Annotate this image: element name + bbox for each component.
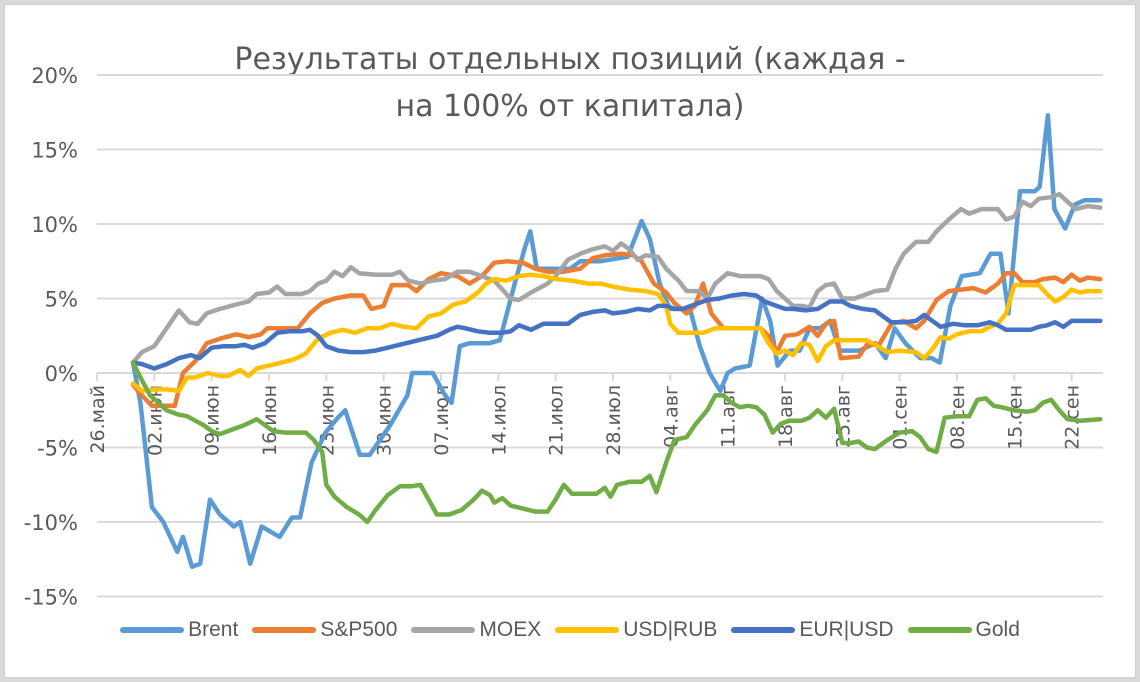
legend-label-moex: MOEX: [479, 618, 542, 641]
legend-swatch-sp500: [252, 627, 317, 633]
x-tick-label: 21.июл: [546, 385, 568, 456]
series-line-gold: [130, 360, 1103, 525]
x-tick-label: 14.июл: [488, 385, 510, 456]
y-tick-label: 0%: [45, 362, 78, 386]
x-tick-label: 07.июл: [431, 385, 453, 456]
legend-swatch-gold: [907, 627, 972, 633]
legend-item-brent: Brent: [120, 618, 238, 642]
legend-swatch-moex: [411, 627, 476, 633]
legend-swatch-eurusd: [731, 627, 796, 633]
x-tick-label: 11.авг: [718, 385, 740, 448]
y-tick-label: 20%: [31, 64, 78, 88]
x-tick-label: 01.сен: [890, 385, 912, 450]
legend-label-gold: Gold: [975, 618, 1020, 641]
series-line-brent: [130, 112, 1103, 569]
legend-item-moex: MOEX: [411, 618, 541, 642]
y-axis: 20% 15% 10% 5% 0% -5% -10% -15%: [24, 64, 78, 610]
chart-title-line-2: на 100% от капитала): [395, 89, 745, 124]
series-line-s-p500: [130, 251, 1103, 409]
legend-label-sp500: S&P500: [320, 618, 398, 641]
legend-label-brent: Brent: [188, 618, 239, 641]
y-tick-label: 10%: [31, 213, 78, 237]
x-tick-label: 16.июн: [259, 385, 281, 456]
series-line-eur-usd: [130, 291, 1103, 371]
legend-swatch-brent: [120, 627, 185, 633]
gridlines: [97, 74, 1103, 598]
x-tick-label: 02.июн: [144, 385, 166, 456]
x-tick-label: 15.сен: [1004, 385, 1026, 450]
legend-item-eurusd: EUR|USD: [731, 618, 894, 642]
series-line-moex: [130, 191, 1103, 365]
x-tick-label: 26.май: [87, 385, 109, 454]
chart-title: Результаты отдельных позиций (каждая - н…: [0, 36, 1140, 130]
y-tick-label: -15%: [24, 586, 78, 610]
y-tick-label: -5%: [37, 437, 78, 461]
x-tick-label: 04.авг: [660, 385, 682, 448]
legend-swatch-usdrub: [555, 627, 620, 633]
legend: Brent S&P500 MOEX USD|RUB EUR|USD Gold: [0, 618, 1140, 642]
chart-title-line-1: Результаты отдельных позиций (каждая -: [234, 42, 906, 77]
x-tick-label: 09.июн: [202, 385, 224, 456]
y-tick-label: -10%: [24, 511, 78, 535]
series-lines: [130, 112, 1103, 569]
legend-item-gold: Gold: [907, 618, 1020, 642]
legend-label-usdrub: USD|RUB: [623, 618, 718, 641]
legend-label-eurusd: EUR|USD: [799, 618, 894, 641]
legend-item-sp500: S&P500: [252, 618, 397, 642]
x-axis: 26.май 02.июн 09.июн 16.июн 23.июн 30.июн 07.и…: [87, 373, 1084, 456]
x-tick-label: 22.сен: [1062, 385, 1084, 450]
x-tick-label: 18.авг: [775, 385, 797, 448]
y-tick-label: 5%: [45, 288, 78, 312]
legend-item-usdrub: USD|RUB: [555, 618, 717, 642]
x-tick-label: 28.июл: [603, 385, 625, 456]
y-tick-label: 15%: [31, 139, 78, 163]
